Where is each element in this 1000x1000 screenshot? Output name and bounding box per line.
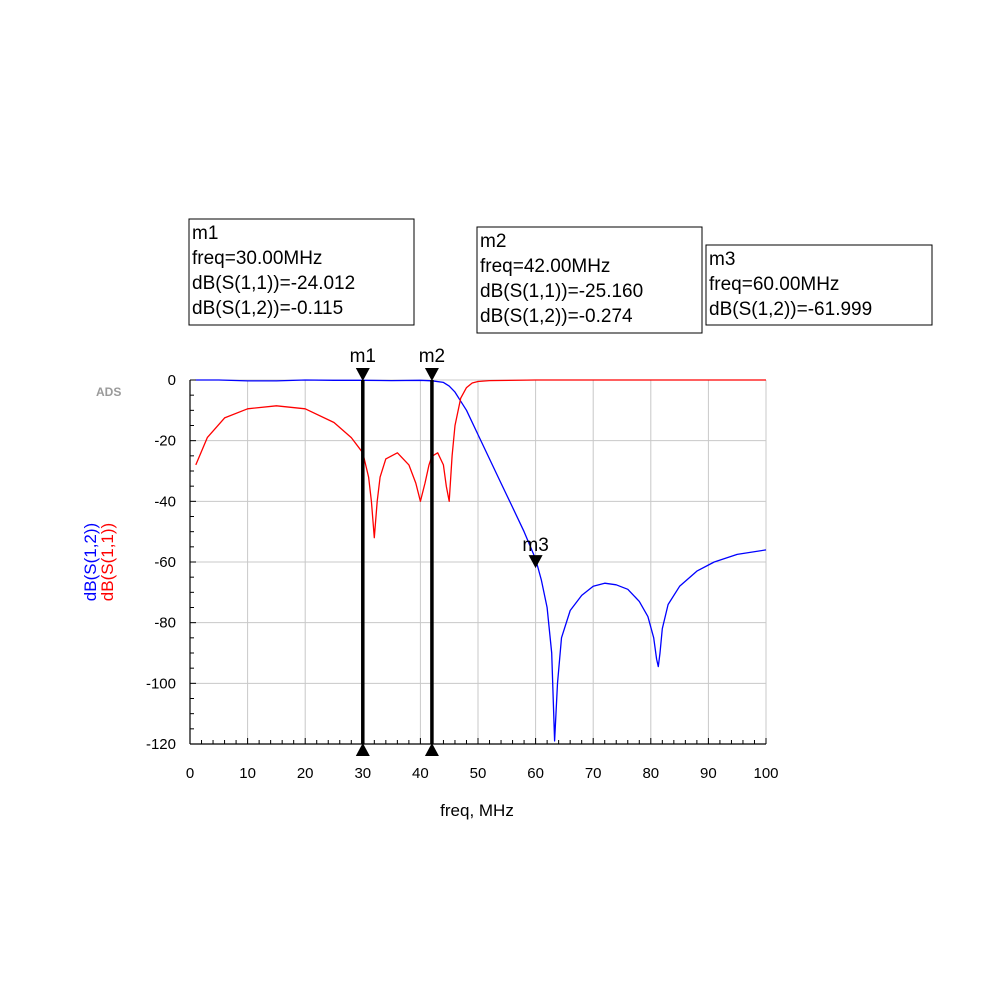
markers-layer: m1 m2 m3 <box>350 346 549 756</box>
plot-frame <box>189 379 767 745</box>
tick-labels: 0 10 20 30 40 50 60 70 80 90 100 0 -20 -40 -60 -80 -100 -… <box>146 372 779 782</box>
readout-box-1: m1 freq=30.00MHz dB(S(1,1))=-24.012 dB(S(1,… <box>188 218 415 326</box>
y-tick-label: -80 <box>154 615 176 632</box>
x-axis-label: freq, MHz <box>440 801 514 820</box>
x-tick-label: 10 <box>239 765 256 782</box>
y-tick-label: -40 <box>154 493 176 510</box>
marker-arrow-m3 <box>528 555 543 569</box>
readout-line: freq=30.00MHz <box>192 248 322 269</box>
readout-line: dB(S(1,2))=-0.115 <box>192 298 343 319</box>
y-axis-labels: dB(S(1,2))dB(S(1,1)) <box>81 523 117 601</box>
x-tick-label: 80 <box>642 765 659 782</box>
y-axis-label-2: dB(S(1,1)) <box>98 523 117 601</box>
marker-bottom-arrow-m2 <box>424 743 439 756</box>
y-tick-label: -100 <box>146 675 176 692</box>
y-tick-label: -120 <box>146 736 176 753</box>
readout-line: freq=60.00MHz <box>709 274 839 295</box>
readout-line: dB(S(1,1))=-25.160 <box>480 281 643 302</box>
marker-label-m2: m2 <box>419 346 445 367</box>
readout-frame <box>188 218 415 326</box>
readout-box-3: m3 freq=60.00MHz dB(S(1,2))=-61.999 <box>705 244 933 326</box>
marker-readouts: m1 freq=30.00MHz dB(S(1,1))=-24.012 dB(S(1,… <box>188 218 933 334</box>
series-line-db-s-1-1 <box>195 379 766 539</box>
readout-box-2: m2 freq=42.00MHz dB(S(1,1))=-25.160 dB(S(1,… <box>476 226 703 334</box>
marker-top-arrow-m2 <box>424 368 439 381</box>
marker-label-m1: m1 <box>350 346 376 367</box>
readout-frame <box>705 244 933 326</box>
readout-line: dB(S(1,2))=-0.274 <box>480 306 633 327</box>
x-tick-label: 70 <box>585 765 602 782</box>
y-tick-label: 0 <box>168 372 176 389</box>
x-tick-label: 100 <box>753 765 778 782</box>
readout-line: freq=42.00MHz <box>480 256 610 277</box>
x-tick-label: 0 <box>186 765 194 782</box>
readout-line: m3 <box>709 249 735 270</box>
y-tick-label: -60 <box>154 554 176 571</box>
marker-bottom-arrow-m1 <box>355 743 370 756</box>
marker-label-m3: m3 <box>522 535 548 556</box>
y-axis-label-1: dB(S(1,2)) <box>81 523 100 601</box>
series-line-db-s-1-2 <box>195 379 767 742</box>
readout-line: dB(S(1,2))=-61.999 <box>709 299 872 320</box>
x-tick-label: 60 <box>527 765 544 782</box>
series-layer <box>195 379 767 742</box>
readout-line: dB(S(1,1))=-24.012 <box>192 273 355 294</box>
x-tick-label: 30 <box>354 765 371 782</box>
readout-frame <box>476 226 703 334</box>
ads-watermark: ADS <box>96 385 121 399</box>
x-tick-label: 90 <box>700 765 717 782</box>
x-tick-label: 50 <box>470 765 487 782</box>
readout-line: m1 <box>192 223 218 244</box>
x-tick-label: 20 <box>297 765 314 782</box>
y-tick-label: -20 <box>154 433 176 450</box>
readout-line: m2 <box>480 231 506 252</box>
x-tick-label: 40 <box>412 765 429 782</box>
marker-top-arrow-m1 <box>355 368 370 381</box>
